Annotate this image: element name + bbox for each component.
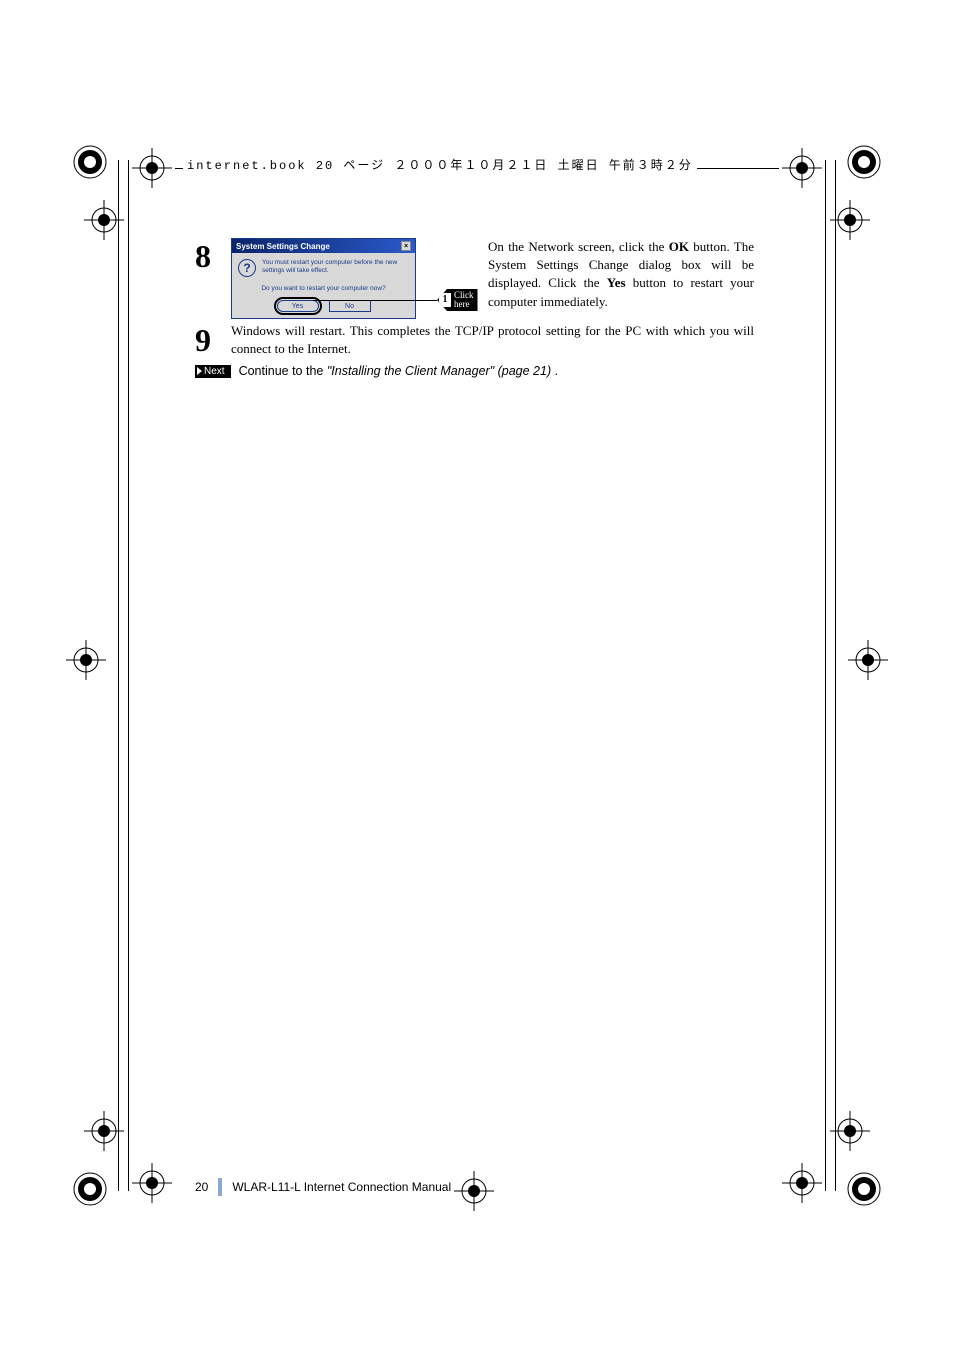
crop-mark-bl-outer (70, 1169, 110, 1209)
callout-badge: 1 Click here (437, 289, 478, 311)
crop-mark-r-mid (848, 640, 888, 680)
crop-mark-bottom-center (454, 1171, 494, 1211)
next-link[interactable]: "Installing the Client Manager" (page 21… (327, 364, 551, 378)
step-9: 9 Windows will restart. This completes t… (195, 322, 754, 359)
footer-title: WLAR-L11-L Internet Connection Manual (232, 1180, 451, 1194)
next-badge-text: Next (204, 366, 225, 377)
step-9-text: Windows will restart. This completes the… (231, 322, 754, 358)
callout-line (313, 300, 437, 301)
close-icon[interactable]: × (401, 241, 411, 251)
next-badge: Next (195, 365, 231, 378)
header-text: internet.book 20 ページ ２０００年１０月２１日 土曜日 午前３… (183, 156, 697, 173)
dialog-titlebar: System Settings Change × (232, 239, 415, 253)
crop-mark-br-inner (782, 1163, 822, 1203)
question-icon: ? (238, 259, 256, 277)
guide-line-r1 (835, 160, 836, 1191)
callout-text: Click here (454, 291, 474, 309)
next-row: Next Continue to the "Installing the Cli… (195, 364, 558, 378)
step-9-number: 9 (195, 322, 227, 359)
crop-mark-tl-inner (132, 148, 172, 188)
next-arrow-icon (197, 367, 202, 375)
crop-mark-bl-inner (132, 1163, 172, 1203)
crop-mark-tr-inner (782, 148, 822, 188)
dialog-title: System Settings Change (236, 242, 330, 251)
guide-line-l1 (118, 160, 119, 1191)
crop-mark-tl-outer (70, 142, 110, 182)
callout-click-here: 1 Click here (313, 289, 478, 311)
guide-line-r2 (825, 160, 826, 1191)
crop-mark-r-upper (830, 200, 870, 240)
page-number: 20 (195, 1180, 208, 1194)
next-text: Continue to the "Installing the Client M… (239, 364, 559, 378)
footer: 20 WLAR-L11-L Internet Connection Manual (195, 1178, 451, 1196)
step-8-text: On the Network screen, click the OK butt… (488, 238, 754, 311)
step-8-number: 8 (195, 238, 227, 275)
crop-mark-tr-outer (844, 142, 884, 182)
callout-number: 1 (439, 293, 451, 307)
crop-mark-l-mid (66, 640, 106, 680)
footer-bar (218, 1178, 222, 1196)
crop-mark-r-lower (830, 1111, 870, 1151)
dialog-message: You must restart your computer before th… (262, 259, 409, 276)
crop-mark-br-outer (844, 1169, 884, 1209)
guide-line-l2 (128, 160, 129, 1191)
